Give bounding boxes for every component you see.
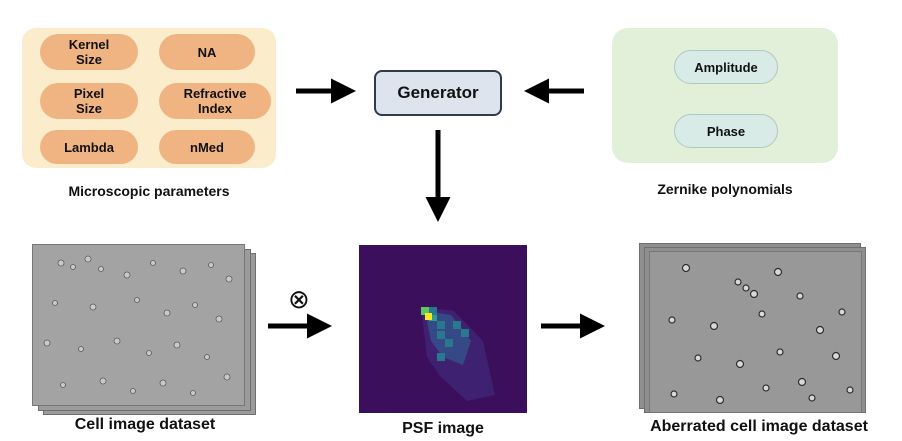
param-refractive-index: Refractive Index bbox=[159, 83, 271, 119]
microscopic-parameters-caption: Microscopic parameters bbox=[68, 183, 230, 199]
zernike-phase: Phase bbox=[674, 114, 778, 148]
param-na: NA bbox=[159, 34, 255, 70]
cell-dataset-caption: Cell image dataset bbox=[74, 416, 216, 433]
cell-image-front bbox=[32, 244, 245, 406]
convolution-operator-icon: ⊗ bbox=[288, 284, 310, 314]
param-pixel-size: Pixel Size bbox=[40, 83, 138, 119]
aberrated-image-texture bbox=[650, 252, 861, 412]
aberrated-image-front bbox=[649, 251, 862, 413]
param-lambda: Lambda bbox=[40, 130, 138, 164]
psf-caption: PSF image bbox=[402, 420, 484, 437]
psf-image bbox=[359, 245, 527, 413]
cell-image-texture bbox=[33, 245, 244, 405]
generator-box: Generator bbox=[374, 70, 502, 116]
param-nmed: nMed bbox=[159, 130, 255, 164]
zernike-caption: Zernike polynomials bbox=[657, 181, 793, 197]
aberrated-dataset-caption: Aberrated cell image dataset bbox=[650, 418, 868, 435]
zernike-amplitude: Amplitude bbox=[674, 50, 778, 84]
param-kernel-size: Kernel Size bbox=[40, 34, 138, 70]
psf-heatmap bbox=[359, 245, 527, 413]
